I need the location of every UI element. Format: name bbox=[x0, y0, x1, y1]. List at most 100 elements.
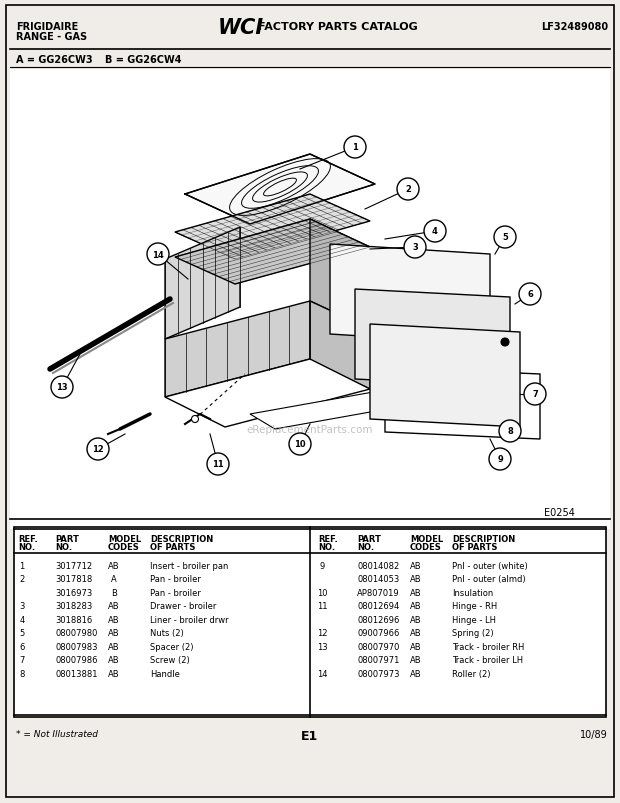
Bar bbox=[14, 528, 606, 717]
Text: 3017712: 3017712 bbox=[55, 561, 92, 570]
Text: WCI: WCI bbox=[218, 18, 264, 38]
Text: 08014053: 08014053 bbox=[357, 575, 399, 584]
Text: OF PARTS: OF PARTS bbox=[452, 542, 497, 552]
Text: 10: 10 bbox=[294, 440, 306, 449]
Text: RANGE - GAS: RANGE - GAS bbox=[16, 32, 87, 42]
Text: Insert - broiler pan: Insert - broiler pan bbox=[150, 561, 228, 570]
Text: Track - broiler LH: Track - broiler LH bbox=[452, 656, 523, 665]
Text: 10/89: 10/89 bbox=[580, 729, 608, 739]
Text: CODES: CODES bbox=[108, 542, 140, 552]
Circle shape bbox=[499, 421, 521, 442]
Text: PART: PART bbox=[357, 534, 381, 544]
Text: AB: AB bbox=[410, 656, 422, 665]
Text: 6: 6 bbox=[19, 642, 25, 651]
Text: 08007986: 08007986 bbox=[55, 656, 97, 665]
Text: 08007980: 08007980 bbox=[55, 629, 97, 638]
Text: 7: 7 bbox=[532, 390, 538, 399]
Text: Hinge - LH: Hinge - LH bbox=[452, 615, 496, 624]
Polygon shape bbox=[310, 302, 370, 389]
Text: * = Not Illustrated: * = Not Illustrated bbox=[16, 729, 98, 738]
Text: LF32489080: LF32489080 bbox=[541, 22, 608, 32]
Text: NO.: NO. bbox=[357, 542, 374, 552]
Text: AB: AB bbox=[410, 589, 422, 597]
Text: eReplacementParts.com: eReplacementParts.com bbox=[247, 425, 373, 434]
Text: AB: AB bbox=[410, 601, 422, 611]
Text: A: A bbox=[111, 575, 117, 584]
Text: Spacer (2): Spacer (2) bbox=[150, 642, 193, 651]
Text: 8: 8 bbox=[507, 427, 513, 436]
Text: 9: 9 bbox=[319, 561, 325, 570]
Text: 08007970: 08007970 bbox=[357, 642, 399, 651]
Text: 7: 7 bbox=[19, 656, 25, 665]
Text: AB: AB bbox=[410, 575, 422, 584]
Text: Roller (2): Roller (2) bbox=[452, 669, 490, 679]
Text: Pnl - outer (almd): Pnl - outer (almd) bbox=[452, 575, 526, 584]
Text: 3: 3 bbox=[412, 243, 418, 252]
Polygon shape bbox=[385, 368, 540, 439]
Text: AB: AB bbox=[108, 561, 120, 570]
Text: 13: 13 bbox=[317, 642, 327, 651]
Text: 2: 2 bbox=[19, 575, 25, 584]
Text: 12: 12 bbox=[92, 445, 104, 454]
Text: 13: 13 bbox=[56, 383, 68, 392]
Text: CODES: CODES bbox=[410, 542, 441, 552]
Text: REF.: REF. bbox=[18, 534, 38, 544]
Text: B: B bbox=[111, 589, 117, 597]
Text: 3: 3 bbox=[19, 601, 25, 611]
Text: AP807019: AP807019 bbox=[357, 589, 400, 597]
Text: 4: 4 bbox=[19, 615, 25, 624]
Text: FRIGIDAIRE: FRIGIDAIRE bbox=[16, 22, 78, 32]
Text: 08012694: 08012694 bbox=[357, 601, 399, 611]
Text: Track - broiler RH: Track - broiler RH bbox=[452, 642, 525, 651]
Text: 6: 6 bbox=[527, 290, 533, 300]
Text: AB: AB bbox=[108, 669, 120, 679]
Text: Nuts (2): Nuts (2) bbox=[150, 629, 184, 638]
Text: 12: 12 bbox=[317, 629, 327, 638]
Text: 5: 5 bbox=[19, 629, 25, 638]
Circle shape bbox=[404, 237, 426, 259]
Circle shape bbox=[289, 434, 311, 455]
Circle shape bbox=[524, 384, 546, 406]
Text: E0254: E0254 bbox=[544, 507, 575, 517]
Text: OF PARTS: OF PARTS bbox=[150, 542, 195, 552]
Text: MODEL: MODEL bbox=[108, 534, 141, 544]
Circle shape bbox=[192, 416, 198, 423]
Text: 3018816: 3018816 bbox=[55, 615, 92, 624]
Text: 14: 14 bbox=[152, 251, 164, 259]
Text: 08014082: 08014082 bbox=[357, 561, 399, 570]
Polygon shape bbox=[165, 302, 310, 397]
Polygon shape bbox=[310, 220, 370, 329]
Text: NO.: NO. bbox=[318, 542, 335, 552]
Text: Screw (2): Screw (2) bbox=[150, 656, 190, 665]
Text: 3016973: 3016973 bbox=[55, 589, 92, 597]
Polygon shape bbox=[250, 389, 415, 430]
Text: AB: AB bbox=[410, 642, 422, 651]
Text: AB: AB bbox=[108, 615, 120, 624]
Circle shape bbox=[397, 179, 419, 201]
Text: PART: PART bbox=[55, 534, 79, 544]
Text: NO.: NO. bbox=[55, 542, 72, 552]
Circle shape bbox=[424, 221, 446, 243]
Polygon shape bbox=[175, 195, 370, 259]
Circle shape bbox=[519, 283, 541, 306]
Polygon shape bbox=[370, 324, 520, 427]
Text: 08012696: 08012696 bbox=[357, 615, 399, 624]
Circle shape bbox=[501, 339, 509, 347]
Text: 14: 14 bbox=[317, 669, 327, 679]
Text: 08007971: 08007971 bbox=[357, 656, 399, 665]
Text: 11: 11 bbox=[317, 601, 327, 611]
Text: AB: AB bbox=[410, 669, 422, 679]
Text: Drawer - broiler: Drawer - broiler bbox=[150, 601, 216, 611]
Text: 2: 2 bbox=[405, 185, 411, 194]
Polygon shape bbox=[330, 245, 490, 344]
Text: AB: AB bbox=[108, 642, 120, 651]
Text: Spring (2): Spring (2) bbox=[452, 629, 494, 638]
Text: 4: 4 bbox=[432, 227, 438, 236]
Text: DESCRIPTION: DESCRIPTION bbox=[150, 534, 213, 544]
Text: B = GG26CW4: B = GG26CW4 bbox=[105, 55, 182, 65]
Circle shape bbox=[494, 226, 516, 249]
Text: AB: AB bbox=[108, 601, 120, 611]
Circle shape bbox=[147, 243, 169, 266]
Text: AB: AB bbox=[108, 629, 120, 638]
Text: Hinge - RH: Hinge - RH bbox=[452, 601, 497, 611]
